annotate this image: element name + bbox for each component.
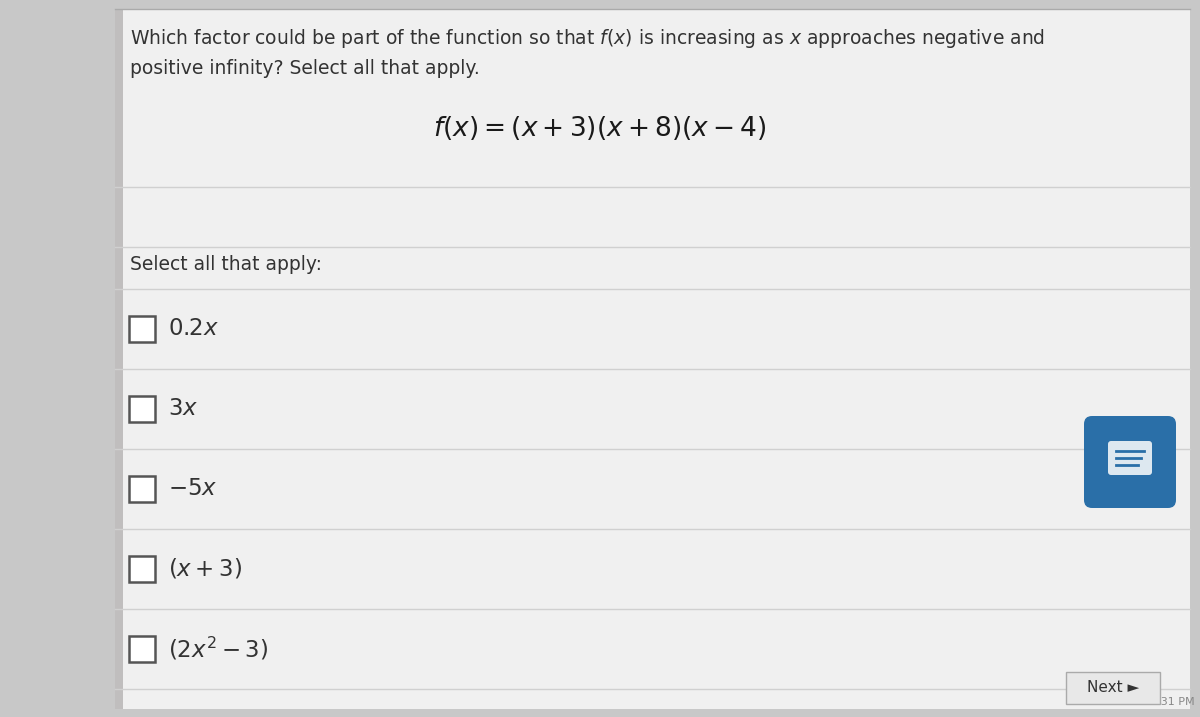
FancyBboxPatch shape	[1066, 672, 1160, 704]
Text: $(x+3)$: $(x+3)$	[168, 557, 242, 581]
FancyBboxPatch shape	[1084, 416, 1176, 508]
Polygon shape	[1111, 464, 1118, 472]
FancyBboxPatch shape	[1108, 441, 1152, 475]
Text: Next ►: Next ►	[1087, 680, 1139, 695]
FancyBboxPatch shape	[130, 636, 155, 662]
Text: $-5x$: $-5x$	[168, 478, 217, 500]
Text: Select all that apply:: Select all that apply:	[130, 255, 322, 274]
Text: positive infinity? Select all that apply.: positive infinity? Select all that apply…	[130, 59, 480, 78]
Text: $(2x^2-3)$: $(2x^2-3)$	[168, 635, 269, 663]
Text: $3x$: $3x$	[168, 398, 198, 420]
Text: Which factor could be part of the function so that $f(x)$ is increasing as $x$ a: Which factor could be part of the functi…	[130, 27, 1045, 50]
FancyBboxPatch shape	[130, 476, 155, 502]
Text: $0.2x$: $0.2x$	[168, 318, 218, 340]
FancyBboxPatch shape	[130, 316, 155, 342]
Text: 2:31 PM: 2:31 PM	[1151, 697, 1195, 707]
Bar	[115, 9, 1190, 709]
Bar	[115, 9, 124, 709]
FancyBboxPatch shape	[130, 556, 155, 582]
Text: $f(x) = (x+3)(x+8)(x-4)$: $f(x) = (x+3)(x+8)(x-4)$	[433, 114, 767, 142]
FancyBboxPatch shape	[130, 396, 155, 422]
